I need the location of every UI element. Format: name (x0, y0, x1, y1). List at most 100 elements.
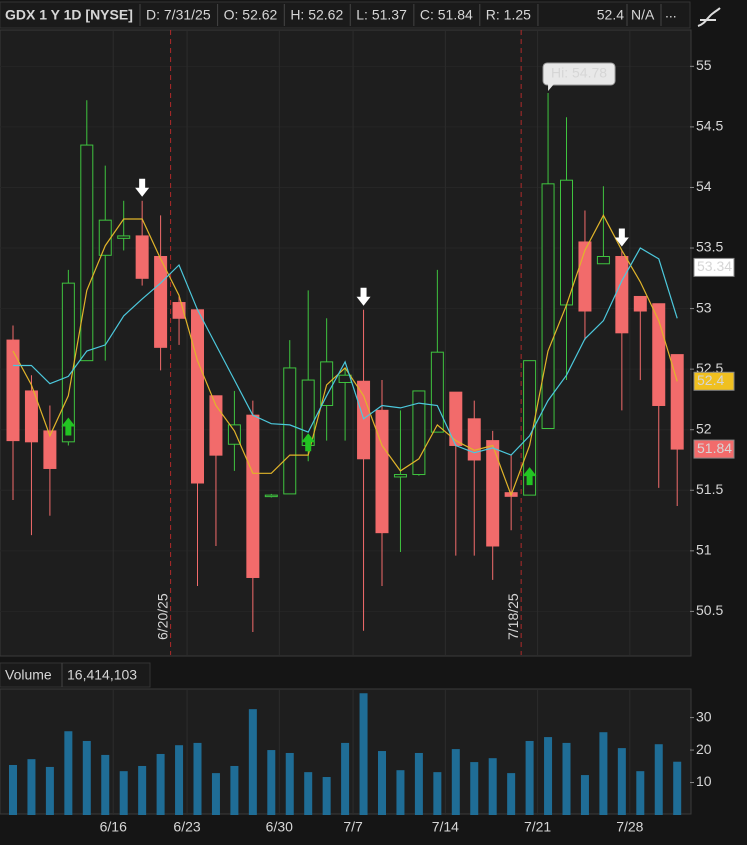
candle-body (357, 380, 371, 460)
volume-title: Volume (5, 667, 52, 683)
axis-marker (693, 371, 735, 391)
moving-average (13, 247, 678, 456)
candle-body (615, 256, 629, 334)
volume-bar (322, 777, 331, 815)
volume-bar (580, 775, 589, 815)
candle-body (523, 360, 537, 496)
hi-label: Hi: 54.78 (551, 65, 607, 81)
volume-bar (599, 732, 608, 815)
y-tick-label: 50.5 (696, 602, 723, 618)
y-tick-label: 54.5 (696, 118, 723, 134)
settings-icon[interactable] (693, 2, 727, 30)
y-tick-label: 53 (696, 299, 712, 315)
volume-bar (525, 740, 534, 815)
candle-body (98, 219, 112, 256)
x-tick-label: 7/21 (524, 819, 551, 835)
volume-bar (27, 759, 36, 815)
volume-bar (617, 748, 626, 815)
signal-down (614, 228, 629, 247)
more: ... (665, 5, 677, 21)
y-tick-label: 55 (696, 57, 712, 73)
volume-bar (562, 742, 571, 815)
axis-marker (693, 439, 735, 459)
event-label: 7/18/25 (505, 593, 521, 640)
volume-bar (138, 765, 147, 815)
volume-bar (9, 765, 17, 815)
volume-bar (304, 772, 313, 815)
volume-bar (193, 742, 202, 815)
signal-up (522, 467, 537, 486)
y-tick-label: 51 (696, 542, 712, 558)
volume-bar (507, 773, 516, 815)
study-value: 52.4 (597, 7, 624, 23)
candle-body (24, 390, 38, 443)
x-tick-label: 7/14 (432, 819, 459, 835)
volume-bar (211, 773, 220, 815)
axis-marker-label: 51.84 (697, 440, 732, 456)
volume-bar (175, 745, 184, 815)
candle-body (117, 235, 131, 239)
x-tick-label: 6/16 (100, 819, 127, 835)
candle-body (264, 494, 278, 498)
volume-bar (673, 761, 682, 815)
candle-body (43, 430, 57, 469)
candle-body (596, 256, 610, 265)
volume-bar (156, 753, 165, 815)
moving-average (12, 214, 678, 497)
volume-bar (267, 750, 276, 815)
volume-last: 16,414,103 (67, 667, 137, 683)
candle-body (633, 295, 647, 312)
volume-bar (82, 740, 91, 815)
header-item: R: 1.25 (486, 7, 531, 23)
candle-body (430, 351, 444, 433)
candle-body (467, 418, 481, 461)
axis-marker (693, 257, 735, 277)
volume-bar (654, 744, 663, 815)
price-panel (0, 29, 692, 657)
volume-bar (285, 752, 294, 815)
volume-bar (64, 731, 73, 815)
candle-body (246, 414, 260, 578)
candle-body (227, 424, 241, 445)
volume-bar (433, 772, 442, 815)
x-tick-label: 6/30 (266, 819, 293, 835)
volume-bar (451, 749, 460, 815)
x-tick-label: 7/28 (616, 819, 643, 835)
header-item: L: 51.37 (356, 7, 407, 23)
y-tick-label: 10 (696, 773, 712, 789)
volume-bar (470, 762, 479, 815)
candle-body (560, 179, 573, 306)
y-tick-label: 30 (696, 708, 712, 724)
candle-body (6, 339, 20, 442)
candle-body (375, 409, 389, 534)
candle-body (80, 144, 94, 362)
y-tick-label: 54 (696, 178, 712, 194)
volume-bar (636, 771, 645, 815)
header-item: D: 7/31/25 (146, 7, 211, 23)
header-item: O: 52.62 (224, 7, 278, 23)
volume-bar (119, 771, 128, 815)
header-item: H: 52.62 (290, 7, 343, 23)
volume-bar (341, 742, 350, 815)
volume-bar (230, 765, 239, 815)
y-tick-label: 52 (696, 420, 712, 436)
volume-bar (248, 709, 257, 815)
candle-body (154, 256, 168, 348)
y-tick-label: 20 (696, 741, 712, 757)
candle-body (652, 303, 666, 406)
signal-up (301, 433, 316, 452)
hi-label-box (542, 62, 616, 86)
volume-bar (544, 737, 553, 815)
symbol-title: GDX 1 Y 1D [NYSE] (5, 7, 133, 23)
signal-up (61, 417, 76, 436)
study-status: N/A (631, 7, 655, 23)
y-tick-label: 53.5 (696, 239, 723, 255)
icon-glyph (697, 7, 721, 27)
volume-bar (414, 752, 423, 815)
y-tick-label: 51.5 (696, 481, 723, 497)
candle-body (578, 241, 592, 312)
hi-label-pointer (548, 83, 555, 91)
event-label: 6/20/25 (154, 593, 170, 640)
x-tick-label: 6/23 (173, 819, 200, 835)
